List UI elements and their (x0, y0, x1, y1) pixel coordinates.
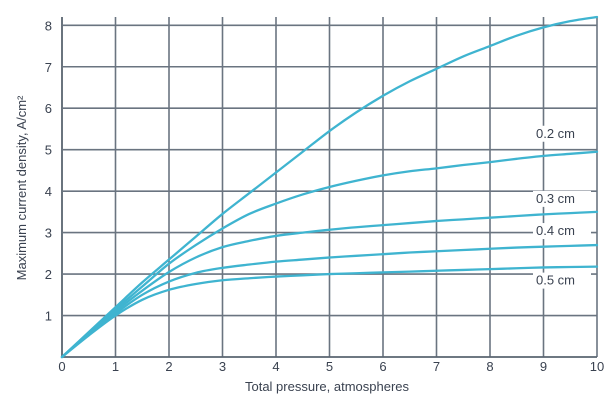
series-label-background (533, 190, 591, 207)
x-tick-label-3: 3 (219, 359, 226, 374)
series-label-0-2-cm: 0.2 cm (536, 126, 575, 141)
y-tick-label-7: 7 (45, 60, 52, 75)
series-label-background (533, 223, 591, 240)
series-line-0-3-cm (60, 210, 599, 359)
x-tick-label-10: 10 (590, 359, 604, 374)
x-axis-label: Total pressure, atmospheres (245, 379, 410, 394)
series-label-0-1-cm: 0.1 cm (536, 0, 575, 2)
y-tick-label-1: 1 (45, 309, 52, 324)
x-tick-label-5: 5 (326, 359, 333, 374)
x-tick-label-7: 7 (433, 359, 440, 374)
x-tick-label-4: 4 (272, 359, 279, 374)
series-label-0-3-cm: 0.3 cm (536, 191, 575, 206)
x-tick-label-9: 9 (540, 359, 547, 374)
y-tick-label-8: 8 (45, 18, 52, 33)
series-label-0-4-cm: 0.4 cm (536, 223, 575, 238)
y-tick-label-6: 6 (45, 101, 52, 116)
y-tick-label-5: 5 (45, 143, 52, 158)
series-line-0-4-cm (60, 243, 599, 359)
x-tick-label-8: 8 (486, 359, 493, 374)
series-line-0-1-cm (60, 15, 599, 359)
series-line-0-5-cm (60, 265, 599, 359)
series-labels: 0.1 cm 0.2 cm 0.3 cm 0.4 cm 0.5 cm (533, 0, 591, 289)
x-tick-label-6: 6 (379, 359, 386, 374)
series-line-0-2-cm (60, 150, 599, 359)
y-tick-label-3: 3 (45, 226, 52, 241)
y-tick-label-2: 2 (45, 267, 52, 282)
series-label-background (533, 0, 591, 3)
y-axis-label: Maximum current density, A/cm² (14, 95, 29, 280)
series-label-background (533, 125, 591, 142)
series-label-background (533, 272, 591, 289)
x-tick-label-2: 2 (165, 359, 172, 374)
series-lines (60, 15, 599, 359)
series-label-0-5-cm: 0.5 cm (536, 273, 575, 288)
x-tick-label-1: 1 (112, 359, 119, 374)
x-tick-label-0: 0 (58, 359, 65, 374)
tick-labels: 0 1 2 3 4 5 6 7 8 9 10 1 2 3 4 5 6 7 8 (45, 18, 604, 374)
y-tick-label-4: 4 (45, 184, 52, 199)
